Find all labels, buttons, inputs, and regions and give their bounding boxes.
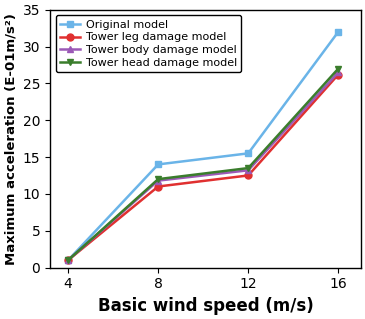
Original model (246, 152, 250, 155)
Tower head damage model (156, 177, 160, 181)
Tower leg damage model (66, 258, 70, 262)
Tower head damage model (336, 67, 341, 70)
Tower leg damage model (246, 174, 250, 177)
Line: Tower head damage model: Tower head damage model (65, 65, 342, 264)
Tower head damage model (246, 166, 250, 170)
Legend: Original model, Tower leg damage model, Tower body damage model, Tower head dama: Original model, Tower leg damage model, … (55, 15, 241, 72)
Tower body damage model (336, 70, 341, 74)
Y-axis label: Maximum acceleration (E-01m/s²): Maximum acceleration (E-01m/s²) (4, 13, 17, 264)
Original model (336, 30, 341, 34)
Tower body damage model (66, 258, 70, 262)
Tower leg damage model (156, 185, 160, 189)
Line: Tower leg damage model: Tower leg damage model (65, 71, 342, 264)
Original model (66, 258, 70, 262)
Tower body damage model (246, 168, 250, 172)
Tower leg damage model (336, 73, 341, 77)
Original model (156, 162, 160, 166)
Tower head damage model (66, 258, 70, 262)
Line: Tower body damage model: Tower body damage model (65, 69, 342, 264)
X-axis label: Basic wind speed (m/s): Basic wind speed (m/s) (97, 297, 313, 315)
Line: Original model: Original model (65, 28, 342, 264)
Tower body damage model (156, 179, 160, 182)
